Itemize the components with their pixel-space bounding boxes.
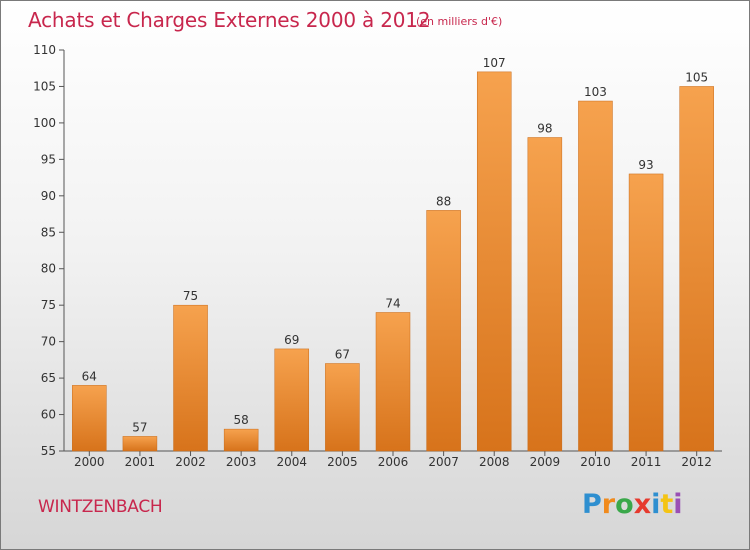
logo-letter: i <box>673 489 683 520</box>
proxiti-logo: Proxiti <box>582 489 683 520</box>
y-tick-label: 110 <box>33 43 56 57</box>
y-tick-label: 55 <box>41 444 56 458</box>
x-tick-label-2009: 2009 <box>530 455 561 469</box>
y-tick-label: 70 <box>41 335 56 349</box>
bar-2001 <box>122 436 158 452</box>
data-label-2008: 107 <box>483 56 506 70</box>
y-tick-label: 95 <box>41 152 56 166</box>
data-label-2006: 74 <box>385 296 400 310</box>
bar-2011 <box>628 173 664 452</box>
data-label-2000: 64 <box>82 369 97 383</box>
x-tick-label-2004: 2004 <box>276 455 307 469</box>
chart-title: Achats et Charges Externes 2000 à 2012 <box>28 8 431 32</box>
x-tick-label-2000: 2000 <box>74 455 105 469</box>
logo-letter: o <box>615 489 634 520</box>
data-label-2003: 58 <box>234 413 249 427</box>
x-tick-label-2002: 2002 <box>175 455 206 469</box>
data-label-2004: 69 <box>284 333 299 347</box>
x-tick-label-2010: 2010 <box>580 455 611 469</box>
bar-2010 <box>578 100 613 452</box>
bar-2003 <box>223 428 259 452</box>
data-label-2005: 67 <box>335 348 350 362</box>
data-label-2002: 75 <box>183 289 198 303</box>
bar-2006 <box>375 312 411 452</box>
y-tick-label: 100 <box>33 116 56 130</box>
x-tick-label-2001: 2001 <box>125 455 156 469</box>
logo-letter: x <box>633 489 652 520</box>
x-tick-label-2006: 2006 <box>378 455 409 469</box>
data-label-2009: 98 <box>537 121 552 135</box>
data-label-2010: 103 <box>584 85 607 99</box>
bar-2005 <box>325 363 360 452</box>
data-label-2007: 88 <box>436 194 451 208</box>
x-tick-label-2008: 2008 <box>479 455 510 469</box>
y-tick-label: 75 <box>41 298 56 312</box>
logo-letter: i <box>651 489 661 520</box>
bar-2004 <box>274 348 310 452</box>
y-tick-label: 90 <box>41 189 56 203</box>
y-tick-label: 80 <box>41 262 56 276</box>
x-tick-label-2011: 2011 <box>631 455 662 469</box>
town-name: WINTZENBACH <box>38 497 163 517</box>
logo-letter: r <box>601 489 616 520</box>
x-tick-label-2005: 2005 <box>327 455 358 469</box>
bar-2007 <box>426 210 461 452</box>
bar-2012 <box>679 86 714 452</box>
logo-letter: P <box>582 489 602 520</box>
data-label-2011: 93 <box>638 158 653 172</box>
bar-2008 <box>476 71 512 452</box>
x-tick-label-2003: 2003 <box>226 455 257 469</box>
data-label-2012: 105 <box>685 70 708 84</box>
chart-subtitle: (en milliers d'€) <box>416 15 503 28</box>
x-tick-label-2012: 2012 <box>681 455 712 469</box>
data-label-2001: 57 <box>132 420 147 434</box>
bar-2000 <box>72 385 107 452</box>
y-tick-label: 105 <box>33 79 56 93</box>
x-tick-label-2007: 2007 <box>428 455 459 469</box>
y-tick-label: 60 <box>41 408 56 422</box>
bar-2009 <box>527 137 563 452</box>
y-tick-label: 85 <box>41 225 56 239</box>
bar-2002 <box>173 304 208 452</box>
y-tick-label: 65 <box>41 371 56 385</box>
logo-letter: t <box>660 489 674 520</box>
